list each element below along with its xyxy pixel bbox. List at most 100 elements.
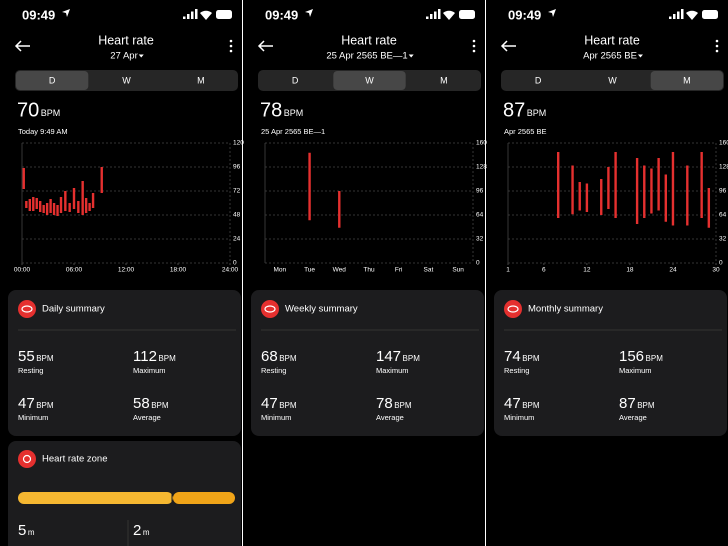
back-arrow[interactable] <box>14 40 30 52</box>
signal-bar <box>681 9 684 19</box>
range-bar <box>585 183 589 212</box>
menu-dot[interactable] <box>229 49 233 53</box>
x-tick-label: 6 <box>542 267 546 274</box>
menu-dot[interactable] <box>472 44 476 48</box>
header-title: Heart rate <box>98 33 154 47</box>
status-time: 09:49 <box>22 7 55 22</box>
range-bar <box>32 197 35 211</box>
stat-unit: BPM <box>279 401 297 410</box>
range-bar <box>664 174 667 222</box>
x-tick-label: 24:00 <box>222 267 239 274</box>
range-bar <box>59 197 63 213</box>
range-bar <box>35 198 38 209</box>
stat-value: 112 <box>133 348 157 365</box>
menu-dot[interactable] <box>229 39 233 43</box>
stat-unit: BPM <box>279 354 297 363</box>
stat-unit: BPM <box>158 354 176 363</box>
range-bar <box>64 191 67 211</box>
tab-label[interactable]: D <box>292 75 299 85</box>
menu-dot[interactable] <box>472 49 476 53</box>
stat-value: 147 <box>376 348 401 365</box>
stat-label: Maximum <box>133 366 166 375</box>
header-title: Heart rate <box>341 33 397 47</box>
stat-label: Minimum <box>504 413 534 422</box>
stat-value: 47 <box>18 395 35 412</box>
stat-label: Resting <box>504 366 529 375</box>
menu-dot[interactable] <box>715 49 719 53</box>
x-tick-label: Thu <box>363 267 375 274</box>
range-bar <box>68 203 71 212</box>
back-arrow[interactable] <box>500 40 516 52</box>
range-bar <box>100 167 103 193</box>
location-icon <box>62 9 70 17</box>
x-tick-label: Sun <box>452 267 464 274</box>
x-tick-label: Tue <box>304 267 315 274</box>
stat-value: 78 <box>376 395 393 412</box>
signal-bar <box>430 14 433 19</box>
zone-value: 2 <box>133 522 141 539</box>
range-bar <box>84 198 88 213</box>
reading-unit: BPM <box>284 108 304 118</box>
stat-unit: BPM <box>151 401 169 410</box>
location-icon <box>305 9 313 17</box>
reading-unit: BPM <box>527 108 547 118</box>
dropdown-caret <box>408 54 414 58</box>
y-tick-label: 128 <box>719 164 728 171</box>
tab-label[interactable]: W <box>608 75 617 85</box>
x-tick-label: Wed <box>333 267 347 274</box>
signal-bar <box>195 9 198 19</box>
stat-unit: BPM <box>646 354 664 363</box>
menu-dot[interactable] <box>229 44 233 48</box>
signal-bar <box>438 9 441 19</box>
range-bar <box>607 167 610 209</box>
header-subtitle[interactable]: 27 Apr <box>110 51 137 62</box>
location-icon <box>548 9 556 17</box>
reading-value: 78 <box>260 99 282 121</box>
tab-label[interactable]: M <box>197 75 205 85</box>
menu-dot[interactable] <box>472 39 476 43</box>
reading-value: 87 <box>503 99 525 121</box>
tab-label[interactable]: M <box>683 75 691 85</box>
y-tick-label: 96 <box>476 188 484 195</box>
range-bar <box>72 188 76 209</box>
reading-caption: Apr 2565 BE <box>504 127 547 136</box>
reading-value: 70 <box>17 99 39 121</box>
wifi-icon <box>686 10 698 20</box>
range-bar <box>643 165 646 218</box>
range-bar <box>25 201 28 208</box>
back-arrow[interactable] <box>257 40 273 52</box>
battery-icon <box>702 10 718 19</box>
header-subtitle[interactable]: 25 Apr 2565 BE—1 <box>326 51 407 62</box>
menu-dot[interactable] <box>715 44 719 48</box>
zone-icon-mark <box>22 454 32 464</box>
stat-label: Minimum <box>261 413 291 422</box>
range-bar <box>635 158 639 224</box>
tab-label[interactable]: D <box>535 75 542 85</box>
tab-active <box>16 71 89 90</box>
stat-label: Average <box>376 413 404 422</box>
y-tick-label: 24 <box>233 236 241 243</box>
y-tick-label: 128 <box>476 164 487 171</box>
range-bar <box>39 201 42 212</box>
range-bar <box>614 152 617 218</box>
tab-label[interactable]: W <box>122 75 131 85</box>
summary-title: Weekly summary <box>285 304 358 315</box>
range-bar <box>45 203 49 215</box>
range-bar <box>657 158 660 211</box>
stat-label: Resting <box>18 366 43 375</box>
menu-dot[interactable] <box>715 39 719 43</box>
zone-segment <box>173 492 235 504</box>
range-bar <box>671 152 675 226</box>
y-tick-label: 32 <box>476 236 484 243</box>
y-tick-label: 72 <box>233 188 241 195</box>
tab-label[interactable]: M <box>440 75 448 85</box>
tab-label[interactable]: D <box>49 75 56 85</box>
range-bar <box>600 179 603 215</box>
header-subtitle[interactable]: Apr 2565 BE <box>583 51 637 62</box>
tab-label[interactable]: W <box>365 75 374 85</box>
x-tick-label: 06:00 <box>66 267 83 274</box>
y-tick-label: 48 <box>233 212 241 219</box>
